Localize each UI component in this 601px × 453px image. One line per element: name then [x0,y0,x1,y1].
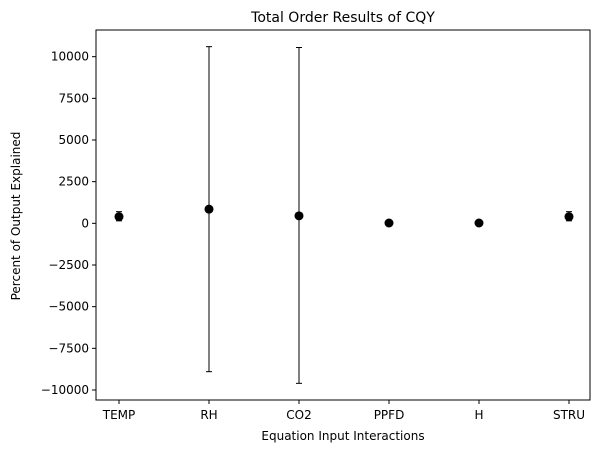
x-tick-label: PPFD [374,408,405,422]
y-tick-label: 2500 [58,175,89,189]
x-tick-label: CO2 [286,408,311,422]
x-tick-label: TEMP [102,408,136,422]
y-tick-label: −5000 [48,300,89,314]
x-tick-label: H [474,408,483,422]
x-axis: TEMP RH CO2 PPFD H STRU [102,400,585,422]
error-bars [116,46,572,384]
y-tick-label: 5000 [58,133,89,147]
x-axis-label: Equation Input Interactions [261,429,424,443]
data-point-h [474,218,484,228]
y-tick-label: 7500 [58,91,89,105]
data-point-co2 [294,211,304,221]
x-tick-label: RH [200,408,217,422]
data-point-ppfd [384,218,394,228]
y-tick-label: −10000 [41,383,89,397]
x-tick-label: STRU [553,408,585,422]
y-tick-label: 10000 [51,50,89,64]
data-point-rh [204,204,214,214]
plot-frame [95,29,591,401]
chart-title: Total Order Results of CQY [250,10,435,26]
y-axis: −10000 −7500 −5000 −2500 0 2500 5000 7500 10000 [41,50,96,397]
y-tick-label: −2500 [48,258,89,272]
y-tick-label: 0 [81,216,89,230]
data-point-stru [564,212,574,222]
data-point-temp [114,212,124,222]
y-axis-label: Percent of Output Explained [9,132,23,301]
y-tick-label: −7500 [48,341,89,355]
data-points [114,204,574,228]
